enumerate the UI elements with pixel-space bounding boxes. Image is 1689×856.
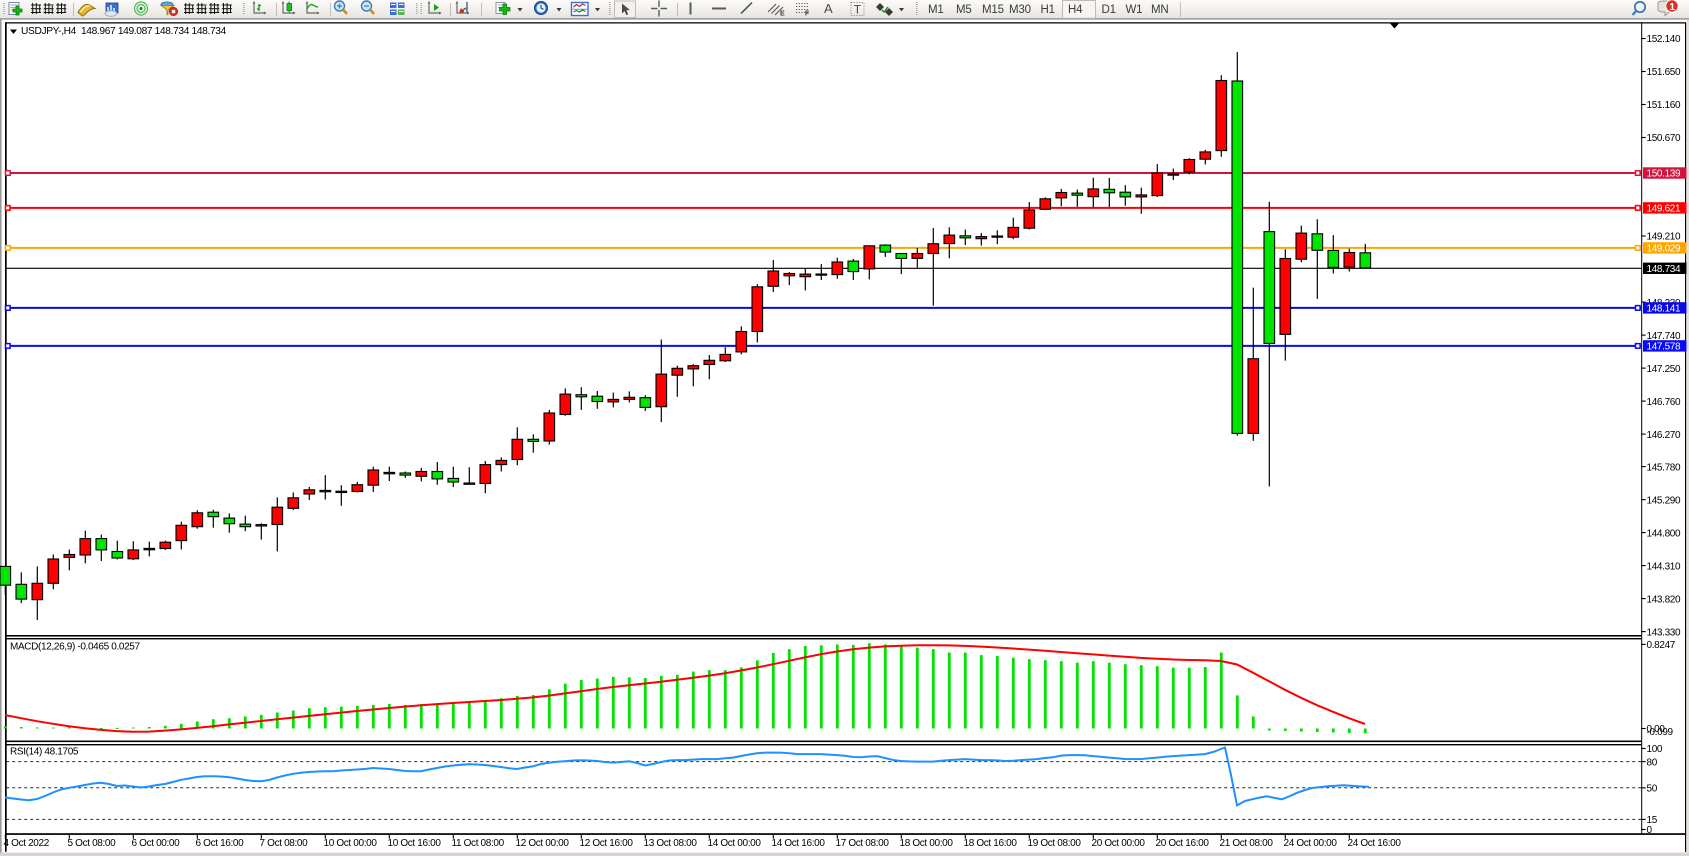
svg-text:144.800: 144.800 xyxy=(1647,528,1681,539)
svg-text:H4: H4 xyxy=(1068,4,1083,16)
svg-text:-0.099: -0.099 xyxy=(1647,727,1674,738)
svg-text:6 Oct 16:00: 6 Oct 16:00 xyxy=(196,838,245,849)
svg-text:E: E xyxy=(780,11,785,18)
svg-text:145.290: 145.290 xyxy=(1647,495,1681,506)
svg-text:18 Oct 16:00: 18 Oct 16:00 xyxy=(964,838,1018,849)
svg-text:0.8247: 0.8247 xyxy=(1647,640,1676,651)
svg-text:18 Oct 00:00: 18 Oct 00:00 xyxy=(900,838,954,849)
svg-text:24 Oct 00:00: 24 Oct 00:00 xyxy=(1284,838,1338,849)
svg-text:151.160: 151.160 xyxy=(1647,100,1681,111)
svg-text:80: 80 xyxy=(1647,757,1658,768)
svg-text:MACD(12,26,9) -0.0465 0.0257: MACD(12,26,9) -0.0465 0.0257 xyxy=(10,641,141,652)
svg-text:149.029: 149.029 xyxy=(1647,244,1681,255)
svg-text:14 Oct 00:00: 14 Oct 00:00 xyxy=(708,838,762,849)
svg-text:20 Oct 00:00: 20 Oct 00:00 xyxy=(1092,838,1146,849)
svg-text:19 Oct 08:00: 19 Oct 08:00 xyxy=(1028,838,1082,849)
svg-text:11 Oct 08:00: 11 Oct 08:00 xyxy=(452,838,505,849)
svg-text:10 Oct 16:00: 10 Oct 16:00 xyxy=(388,838,442,849)
svg-text:M15: M15 xyxy=(982,4,1004,16)
svg-text:0: 0 xyxy=(1647,825,1653,836)
svg-text:24 Oct 16:00: 24 Oct 16:00 xyxy=(1348,838,1402,849)
svg-text:21 Oct 08:00: 21 Oct 08:00 xyxy=(1220,838,1274,849)
svg-text:D1: D1 xyxy=(1102,4,1116,16)
svg-text:W1: W1 xyxy=(1126,4,1143,16)
svg-text:7 Oct 08:00: 7 Oct 08:00 xyxy=(260,838,309,849)
svg-text:149.621: 149.621 xyxy=(1647,204,1681,215)
svg-text:M30: M30 xyxy=(1009,4,1031,16)
svg-text:150.139: 150.139 xyxy=(1647,169,1681,180)
svg-text:147.578: 147.578 xyxy=(1647,342,1681,353)
svg-text:144.310: 144.310 xyxy=(1647,561,1681,572)
svg-text:152.140: 152.140 xyxy=(1647,34,1681,45)
svg-text:A: A xyxy=(824,1,833,16)
svg-text:MN: MN xyxy=(1151,4,1169,16)
svg-text:T: T xyxy=(854,3,862,17)
svg-text:146.270: 146.270 xyxy=(1647,430,1681,441)
svg-text:143.330: 143.330 xyxy=(1647,627,1681,638)
svg-text:148.141: 148.141 xyxy=(1647,304,1681,315)
svg-text:20 Oct 16:00: 20 Oct 16:00 xyxy=(1156,838,1210,849)
svg-text:149.210: 149.210 xyxy=(1647,232,1681,243)
svg-text:50: 50 xyxy=(1647,784,1658,795)
svg-text:100: 100 xyxy=(1647,744,1663,755)
svg-text:147.740: 147.740 xyxy=(1647,331,1681,342)
svg-text:H1: H1 xyxy=(1041,4,1055,16)
svg-text:13 Oct 08:00: 13 Oct 08:00 xyxy=(644,838,698,849)
svg-text:151.650: 151.650 xyxy=(1647,67,1681,78)
svg-text:14 Oct 16:00: 14 Oct 16:00 xyxy=(772,838,826,849)
svg-text:F: F xyxy=(805,11,810,18)
svg-text:15: 15 xyxy=(1647,815,1658,826)
svg-text:USDJPY-,H4 148.967 149.087 14: USDJPY-,H4 148.967 149.087 148.734 148.7… xyxy=(21,26,227,37)
svg-text:5 Oct 08:00: 5 Oct 08:00 xyxy=(68,838,117,849)
svg-text:146.760: 146.760 xyxy=(1647,397,1681,408)
svg-text:150.670: 150.670 xyxy=(1647,133,1681,144)
svg-text:0.00: 0.00 xyxy=(1647,724,1666,735)
svg-text:12 Oct 16:00: 12 Oct 16:00 xyxy=(580,838,634,849)
svg-text:10 Oct 00:00: 10 Oct 00:00 xyxy=(324,838,378,849)
svg-text:M5: M5 xyxy=(956,4,972,16)
svg-text:M1: M1 xyxy=(928,4,944,16)
svg-text:4 Oct 2022: 4 Oct 2022 xyxy=(4,838,50,849)
svg-text:17 Oct 08:00: 17 Oct 08:00 xyxy=(836,838,890,849)
svg-text:147.250: 147.250 xyxy=(1647,364,1681,375)
svg-text:12 Oct 00:00: 12 Oct 00:00 xyxy=(516,838,570,849)
svg-text:6 Oct 00:00: 6 Oct 00:00 xyxy=(132,838,181,849)
svg-text:1: 1 xyxy=(1669,1,1675,13)
svg-text:143.820: 143.820 xyxy=(1647,594,1681,605)
svg-text:148.734: 148.734 xyxy=(1647,264,1681,275)
svg-text:145.780: 145.780 xyxy=(1647,462,1681,473)
svg-text:RSI(14) 48.1705: RSI(14) 48.1705 xyxy=(10,747,79,758)
